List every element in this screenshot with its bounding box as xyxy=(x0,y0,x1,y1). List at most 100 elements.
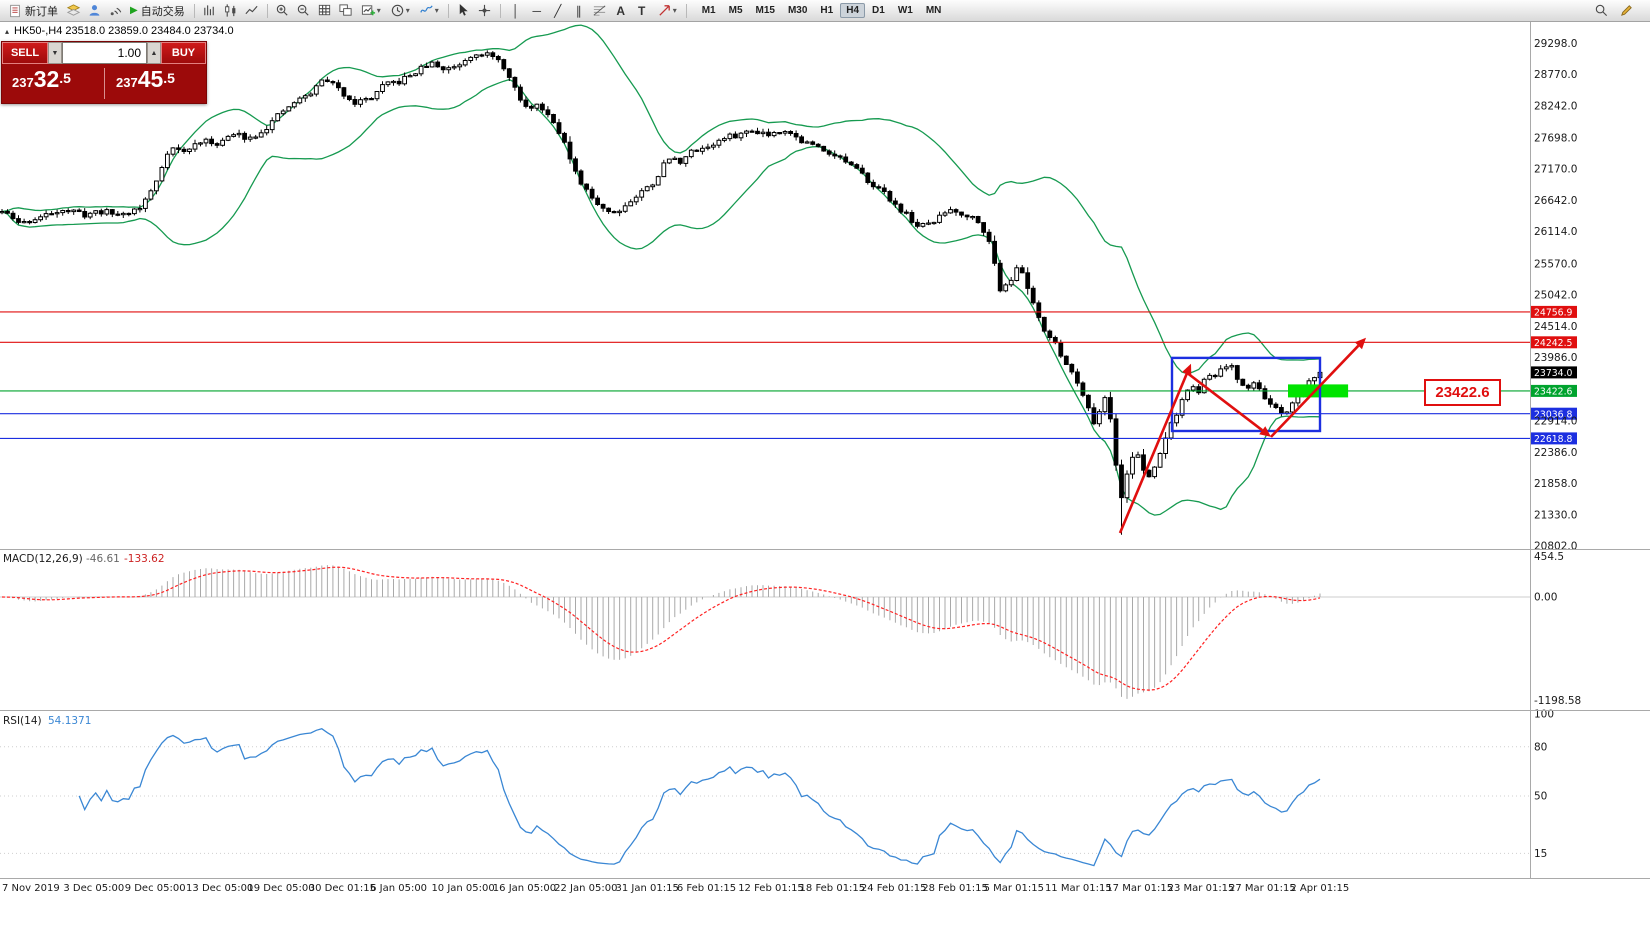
shapes-tool[interactable]: ▾ xyxy=(653,2,681,20)
label-tool[interactable]: T xyxy=(632,2,652,20)
zoom-in-button[interactable] xyxy=(273,2,293,20)
svg-text:22618.8: 22618.8 xyxy=(1534,434,1573,445)
annotation-arrow-1[interactable] xyxy=(1118,363,1192,534)
text-tool[interactable]: A xyxy=(611,2,631,20)
buy-button[interactable]: BUY xyxy=(161,42,206,64)
toolbar-separator xyxy=(266,3,268,18)
horizontal-line-tool[interactable]: ─ xyxy=(527,2,547,20)
svg-text:22 Jan 05:00: 22 Jan 05:00 xyxy=(554,883,617,894)
new-chart-dropdown-caret[interactable]: ▾ xyxy=(376,6,381,15)
channel-tool[interactable]: ∥ xyxy=(569,2,589,20)
svg-text:23 Mar 01:15: 23 Mar 01:15 xyxy=(1168,883,1235,894)
chart-profiles-button[interactable] xyxy=(63,2,83,20)
annotation-highlight-band[interactable] xyxy=(1288,384,1349,398)
timeframe-toolbar: M1 M5 M15 M30 H1 H4 D1 W1 MN xyxy=(696,3,948,18)
new-order-label: 新订单 xyxy=(25,5,58,18)
period-button[interactable]: ▾ xyxy=(386,2,414,20)
new-chart-button[interactable]: ▾ xyxy=(357,2,385,20)
fibonacci-tool[interactable] xyxy=(590,2,610,20)
svg-text:23036.8: 23036.8 xyxy=(1534,409,1573,420)
svg-text:24756.9: 24756.9 xyxy=(1534,308,1573,319)
svg-text:6 Feb 01:15: 6 Feb 01:15 xyxy=(677,883,736,894)
vertical-line-tool[interactable]: │ xyxy=(506,2,526,20)
cursor-tool[interactable] xyxy=(454,2,474,20)
search-button[interactable] xyxy=(1591,2,1611,20)
annotation-arrow-2[interactable] xyxy=(1185,371,1271,437)
toolbar-right-group xyxy=(1591,2,1636,20)
annotation-rectangle[interactable] xyxy=(1170,356,1322,433)
annotation-arrow-3[interactable] xyxy=(1270,337,1366,438)
indicators-dropdown-caret[interactable]: ▾ xyxy=(434,6,439,15)
chart-header: ▴ HK50-,H4 23518.0 23859.0 23484.0 23734… xyxy=(5,25,234,37)
indicators-button[interactable]: ▾ xyxy=(415,2,443,20)
volume-decrease-button[interactable]: ▼ xyxy=(48,42,62,64)
buy-price-prefix: 237 xyxy=(116,75,138,90)
axis-price-tag-24242.5 xyxy=(1531,336,1577,349)
sell-price[interactable]: 237 32 .5 xyxy=(2,64,102,103)
one-click-collapse-icon[interactable]: ▴ xyxy=(5,26,10,36)
timeframe-button-w1[interactable]: W1 xyxy=(897,5,913,16)
data-window-button[interactable] xyxy=(105,2,125,20)
volume-increase-button[interactable]: ▲ xyxy=(147,42,161,64)
svg-text:27170.0: 27170.0 xyxy=(1534,164,1577,176)
zoom-out-button[interactable] xyxy=(294,2,314,20)
timeframe-button-m1[interactable]: M1 xyxy=(701,5,716,16)
svg-text:30 Dec 01:15: 30 Dec 01:15 xyxy=(309,883,376,894)
svg-text:27698.0: 27698.0 xyxy=(1534,132,1577,144)
shapes-dropdown-caret[interactable]: ▾ xyxy=(672,6,677,15)
chart-candles-button[interactable] xyxy=(221,2,241,20)
market-watch-button[interactable] xyxy=(84,2,104,20)
svg-text:23734.0: 23734.0 xyxy=(1534,368,1573,379)
svg-text:-1198.58: -1198.58 xyxy=(1534,695,1581,707)
timeframe-button-h1[interactable]: H1 xyxy=(820,5,834,16)
new-order-button[interactable]: 新订单 xyxy=(4,2,62,20)
timeframe-button-m15[interactable]: M15 xyxy=(755,5,775,16)
svg-text:12 Feb 01:15: 12 Feb 01:15 xyxy=(738,883,804,894)
chart-line-button[interactable] xyxy=(242,2,262,20)
svg-text:21858.0: 21858.0 xyxy=(1534,478,1577,490)
timeframe-button-mn[interactable]: MN xyxy=(925,5,942,16)
trendline-tool[interactable]: ╱ xyxy=(548,2,568,20)
rsi-line xyxy=(78,727,1321,867)
period-dropdown-caret[interactable]: ▾ xyxy=(405,6,410,15)
toolbar-separator xyxy=(499,3,501,18)
chart-bars-button[interactable] xyxy=(200,2,220,20)
layers-icon xyxy=(66,4,80,16)
svg-text:24 Feb 01:15: 24 Feb 01:15 xyxy=(861,883,927,894)
timeframe-button-m30[interactable]: M30 xyxy=(787,5,808,16)
new-order-icon xyxy=(10,4,20,17)
price-callout-label[interactable]: 23422.6 xyxy=(1424,379,1501,406)
svg-text:13 Dec 05:00: 13 Dec 05:00 xyxy=(186,883,253,894)
timeframe-button-h4[interactable]: H4 xyxy=(840,3,866,18)
price-divider xyxy=(104,68,105,99)
volume-input[interactable] xyxy=(62,42,147,64)
svg-text:-133.62: -133.62 xyxy=(124,553,165,565)
signal-icon xyxy=(110,7,121,16)
tile-windows-button[interactable] xyxy=(315,2,335,20)
svg-text:15: 15 xyxy=(1534,848,1547,860)
svg-text:23986.0: 23986.0 xyxy=(1534,352,1577,364)
buy-price[interactable]: 237 45 .5 xyxy=(102,64,206,103)
cursor-icon xyxy=(459,3,468,16)
svg-text:25042.0: 25042.0 xyxy=(1534,290,1577,302)
timeframe-button-d1[interactable]: D1 xyxy=(872,5,885,16)
new-chart-icon xyxy=(361,5,375,16)
sell-price-prefix: 237 xyxy=(12,75,34,90)
cascade-windows-button[interactable] xyxy=(336,2,356,20)
trendline-icon: ╱ xyxy=(554,3,562,18)
svg-text:6 Jan 05:00: 6 Jan 05:00 xyxy=(370,883,427,894)
axis-price-tag-23036.8 xyxy=(1531,407,1577,420)
candlestick-series xyxy=(0,50,1323,535)
sell-button[interactable]: SELL xyxy=(2,42,48,64)
svg-text:29298.0: 29298.0 xyxy=(1534,38,1577,50)
timeframe-button-m5[interactable]: M5 xyxy=(728,5,743,16)
autotrading-button[interactable]: ▶ 自动交易 xyxy=(126,2,189,20)
play-icon: ▶ xyxy=(130,4,138,16)
bollinger-upper-band xyxy=(1,24,1321,375)
order-panel-prices: 237 32 .5 237 45 .5 xyxy=(2,64,206,103)
svg-text:25570.0: 25570.0 xyxy=(1534,258,1577,270)
edit-button[interactable] xyxy=(1616,2,1636,20)
crosshair-tool[interactable] xyxy=(475,2,495,20)
